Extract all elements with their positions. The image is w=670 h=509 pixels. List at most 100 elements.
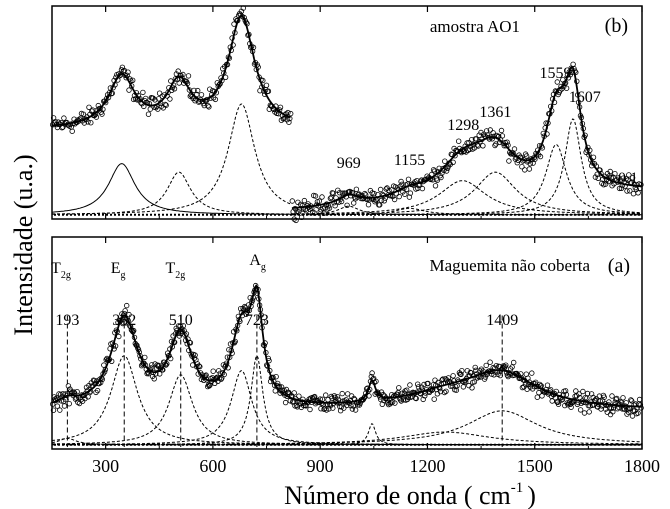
fit-curve [52,284,642,408]
data-point [431,396,437,402]
data-point [400,397,407,403]
fit-curve [291,65,642,209]
data-point [171,86,178,92]
component-peak [52,354,642,446]
data-point [493,363,500,369]
data-point [553,388,559,395]
data-point [584,390,591,397]
data-point [263,82,270,88]
data-point [291,390,297,396]
data-point [378,197,385,204]
data-point [626,172,632,178]
data-point [432,183,439,189]
data-point [537,153,544,160]
data-point [272,388,278,394]
data-point [504,139,510,145]
data-point [386,187,392,194]
data-point [52,118,59,125]
data-point [54,403,61,409]
data-point [590,154,597,160]
data-point [326,406,332,412]
data-point [148,365,154,371]
data-point [142,95,149,102]
peak-label: 1559 [539,65,571,82]
data-point [240,5,246,11]
data-point [282,399,289,406]
x-axis-label: Número de onda ( cm-1) [284,480,536,509]
peak-label: Eg [111,260,126,281]
data-point [369,370,375,376]
data-point [421,381,427,388]
data-point [618,399,624,405]
data-point [398,178,404,185]
data-point [443,168,450,174]
data-point [175,68,181,74]
data-point [194,87,201,94]
data-point [210,368,216,374]
data-point [180,71,186,78]
data-point [89,107,96,113]
panel-frame [51,236,643,450]
data-point [509,364,515,370]
data-point [365,201,372,208]
data-point [377,202,383,208]
data-point [152,97,158,103]
data-point [326,205,333,211]
data-point [636,396,643,403]
data-point [436,165,442,171]
data-point [91,378,98,384]
data-point [205,382,212,388]
data-point [456,138,462,144]
data-point [473,136,480,142]
data-point [459,368,465,374]
data-point [609,393,615,399]
component-peak [51,163,292,215]
data-point [443,388,449,394]
data-point [514,159,520,166]
x-tick-labels: 300 600 900 1200 1500 1800 [92,456,660,476]
data-point [519,163,525,170]
data-point [406,194,413,200]
data-point [140,89,146,96]
data-point [511,359,517,366]
x-axis-label-text: Número de onda ( cm [284,481,511,509]
data-point [608,405,614,412]
data-point [122,308,128,314]
data-point [108,358,115,364]
data-point [125,69,131,75]
panel-letter: (a) [608,255,630,277]
peak-label: 1361 [479,104,511,121]
data-point [610,409,616,415]
component-peak [291,171,642,215]
data-point [69,128,75,134]
data-point [311,210,318,216]
data-point [294,404,301,410]
data-point [86,104,92,110]
data-point [218,376,224,382]
data-point [88,119,94,126]
data-point [441,389,448,396]
data-point [499,133,506,139]
data-point [137,96,143,102]
data-point [478,366,485,372]
data-point [286,119,292,125]
data-point [119,320,126,327]
data-point [80,111,87,117]
data-point [544,382,551,388]
data-point [616,185,623,192]
data-point [563,85,570,91]
data-point [510,151,517,157]
data-point [116,72,123,79]
data-point [61,403,68,409]
data-point [593,396,599,402]
data-point [620,395,626,401]
data-point [312,193,319,199]
data-point [316,198,322,204]
data-point [625,177,631,183]
data-point [559,397,565,403]
data-point [478,129,484,136]
data-point [352,407,359,413]
data-point [624,188,630,194]
